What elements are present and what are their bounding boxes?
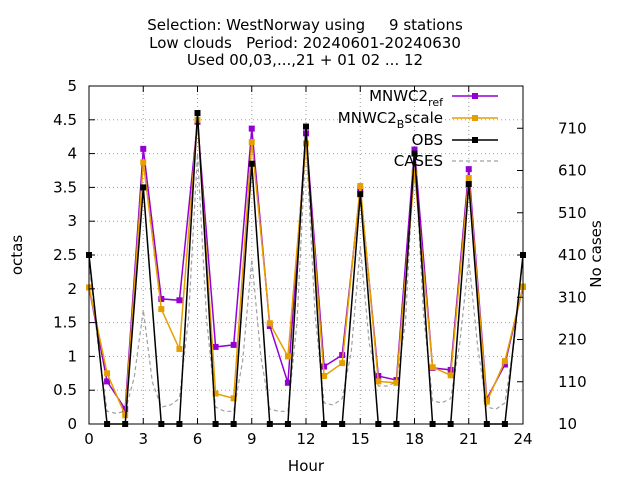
chart-title: Selection: WestNorway using 9 stations L… [147,16,463,69]
data-point [284,353,291,360]
data-point [303,140,309,147]
data-point [176,345,183,352]
y2-tick-label: 510 [558,204,587,222]
y2-tick-label: 210 [558,331,587,349]
x-tick-label: 15 [351,430,370,448]
series-line [88,112,524,425]
data-point [212,390,219,397]
data-point [483,398,490,405]
y-tick-label: 5 [67,77,77,95]
legend-label: MNWC2ref [369,87,444,109]
title-line-1: Selection: WestNorway using 9 stations [147,16,463,34]
y-tick-label: 1 [67,347,77,365]
data-point [501,358,508,365]
data-point [248,125,255,132]
x-tick-label: 24 [513,430,532,448]
data-point [465,166,472,173]
data-point [266,320,273,327]
legend-marker [472,115,478,121]
data-point [429,364,436,371]
series-layer [86,110,526,427]
series-cases [88,140,524,415]
data-point [447,372,454,379]
legend-marker [472,137,478,143]
data-point [411,150,418,157]
y2-tick-label: 110 [558,373,587,391]
data-point [248,139,255,146]
axes: 0 3 6 9 12 15 18 21 2400.511.522.533.544.5510110… [53,77,587,448]
y-tick-label: 4.5 [53,111,77,129]
x-tick-label: 6 [193,430,203,448]
data-point [393,379,400,386]
y2-tick-label: 10 [558,415,577,433]
data-point [465,181,472,188]
x-tick-label: 9 [247,430,257,448]
data-point [104,378,111,385]
data-point [140,184,147,191]
data-point [284,379,291,386]
data-point [321,373,328,380]
data-point [140,145,147,152]
y-tick-label: 4 [67,145,77,163]
data-point [248,160,255,167]
data-point [375,378,382,385]
y-tick-label: 0.5 [53,381,77,399]
data-point [465,174,472,181]
x-tick-label: 3 [138,430,148,448]
data-point [411,169,418,176]
legend-label: MNWC2Bscale [338,109,443,131]
y2-axis-label: No cases [587,220,605,288]
y2-tick-label: 610 [558,162,587,180]
data-point [140,159,147,166]
legend-label: CASES [394,152,443,170]
data-point [357,191,364,198]
data-point [194,110,201,117]
data-point [158,295,165,302]
title-line-2: Low clouds Period: 20240601-20240630 [149,34,461,52]
data-point [212,343,219,350]
data-point [230,341,237,348]
y-tick-label: 1.5 [53,314,77,332]
data-point [230,395,237,402]
x-tick-label: 21 [459,430,478,448]
x-tick-label: 18 [405,430,424,448]
data-point [339,360,346,367]
y-axis-label: octas [8,235,26,275]
data-point [357,183,364,190]
data-point [411,146,418,153]
y2-tick-label: 310 [558,288,587,306]
y-tick-label: 2 [67,280,77,298]
legend-label: OBS [412,131,443,149]
y-tick-label: 3 [67,212,77,230]
y-tick-label: 3.5 [53,178,77,196]
data-point [501,361,508,368]
series-line [88,140,524,415]
x-tick-label: 12 [296,430,315,448]
x-tick-label: 0 [84,430,94,448]
y-tick-label: 2.5 [53,246,77,264]
data-point [339,352,346,359]
x-axis-label: Hour [288,457,325,475]
y2-tick-label: 710 [558,119,587,137]
data-point [104,370,111,377]
data-point [303,123,309,130]
legend-marker [472,93,478,99]
y2-tick-label: 410 [558,246,587,264]
y-tick-label: 0 [67,415,77,433]
data-point [176,297,183,304]
title-line-3: Used 00,03,...,21 + 01 02 ... 12 [187,51,423,69]
data-point [158,306,165,313]
